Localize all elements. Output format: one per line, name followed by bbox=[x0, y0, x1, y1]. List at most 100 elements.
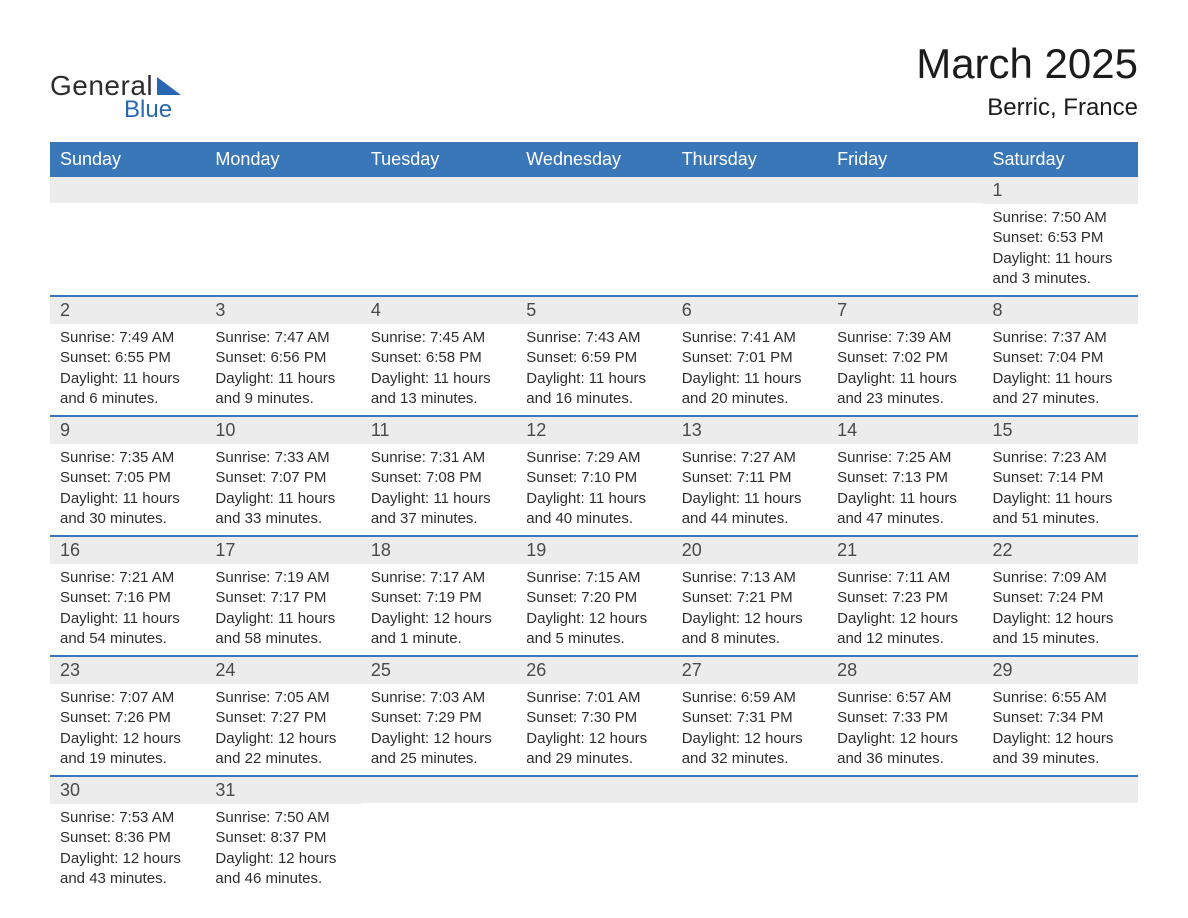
sunset-text: Sunset: 7:14 PM bbox=[993, 468, 1128, 488]
calendar-day-cell bbox=[205, 177, 360, 296]
day-details bbox=[827, 803, 982, 883]
calendar-day-cell: 11Sunrise: 7:31 AMSunset: 7:08 PMDayligh… bbox=[361, 416, 516, 536]
calendar-day-cell bbox=[361, 776, 516, 895]
calendar-day-cell: 1Sunrise: 7:50 AMSunset: 6:53 PMDaylight… bbox=[983, 177, 1138, 296]
day-details: Sunrise: 7:05 AMSunset: 7:27 PMDaylight:… bbox=[205, 684, 360, 775]
calendar-day-cell bbox=[672, 177, 827, 296]
sunrise-text: Sunrise: 7:17 AM bbox=[371, 568, 506, 588]
daylight-text: Daylight: 12 hours and 29 minutes. bbox=[526, 729, 661, 770]
calendar-week-row: 23Sunrise: 7:07 AMSunset: 7:26 PMDayligh… bbox=[50, 656, 1138, 776]
day-details: Sunrise: 7:13 AMSunset: 7:21 PMDaylight:… bbox=[672, 564, 827, 655]
calendar-day-cell: 20Sunrise: 7:13 AMSunset: 7:21 PMDayligh… bbox=[672, 536, 827, 656]
calendar-day-cell: 23Sunrise: 7:07 AMSunset: 7:26 PMDayligh… bbox=[50, 656, 205, 776]
sunset-text: Sunset: 7:31 PM bbox=[682, 708, 817, 728]
day-number bbox=[361, 777, 516, 803]
sunrise-text: Sunrise: 7:01 AM bbox=[526, 688, 661, 708]
sunrise-text: Sunrise: 7:49 AM bbox=[60, 328, 195, 348]
calendar-day-cell bbox=[361, 177, 516, 296]
day-details bbox=[672, 203, 827, 283]
day-details: Sunrise: 7:50 AMSunset: 8:37 PMDaylight:… bbox=[205, 804, 360, 895]
sunrise-text: Sunrise: 7:23 AM bbox=[993, 448, 1128, 468]
calendar-week-row: 16Sunrise: 7:21 AMSunset: 7:16 PMDayligh… bbox=[50, 536, 1138, 656]
day-number: 3 bbox=[205, 297, 360, 324]
day-number: 29 bbox=[983, 657, 1138, 684]
sunrise-text: Sunrise: 7:07 AM bbox=[60, 688, 195, 708]
day-number: 26 bbox=[516, 657, 671, 684]
sunrise-text: Sunrise: 7:35 AM bbox=[60, 448, 195, 468]
day-number: 25 bbox=[361, 657, 516, 684]
day-number: 5 bbox=[516, 297, 671, 324]
day-number: 20 bbox=[672, 537, 827, 564]
daylight-text: Daylight: 12 hours and 15 minutes. bbox=[993, 609, 1128, 650]
daylight-text: Daylight: 11 hours and 23 minutes. bbox=[837, 369, 972, 410]
calendar-day-cell bbox=[827, 177, 982, 296]
day-details: Sunrise: 7:31 AMSunset: 7:08 PMDaylight:… bbox=[361, 444, 516, 535]
sunset-text: Sunset: 7:29 PM bbox=[371, 708, 506, 728]
day-details bbox=[361, 803, 516, 883]
day-details: Sunrise: 7:41 AMSunset: 7:01 PMDaylight:… bbox=[672, 324, 827, 415]
calendar-day-cell: 2Sunrise: 7:49 AMSunset: 6:55 PMDaylight… bbox=[50, 296, 205, 416]
sunset-text: Sunset: 6:55 PM bbox=[60, 348, 195, 368]
sunrise-text: Sunrise: 7:11 AM bbox=[837, 568, 972, 588]
daylight-text: Daylight: 11 hours and 51 minutes. bbox=[993, 489, 1128, 530]
day-details bbox=[672, 803, 827, 883]
sunset-text: Sunset: 6:53 PM bbox=[993, 228, 1128, 248]
calendar-day-cell bbox=[983, 776, 1138, 895]
day-number: 11 bbox=[361, 417, 516, 444]
calendar-day-cell: 27Sunrise: 6:59 AMSunset: 7:31 PMDayligh… bbox=[672, 656, 827, 776]
sunset-text: Sunset: 8:37 PM bbox=[215, 828, 350, 848]
daylight-text: Daylight: 12 hours and 46 minutes. bbox=[215, 849, 350, 890]
daylight-text: Daylight: 12 hours and 8 minutes. bbox=[682, 609, 817, 650]
sunrise-text: Sunrise: 7:19 AM bbox=[215, 568, 350, 588]
day-details: Sunrise: 7:19 AMSunset: 7:17 PMDaylight:… bbox=[205, 564, 360, 655]
calendar-day-cell: 18Sunrise: 7:17 AMSunset: 7:19 PMDayligh… bbox=[361, 536, 516, 656]
day-number: 31 bbox=[205, 777, 360, 804]
calendar-week-row: 2Sunrise: 7:49 AMSunset: 6:55 PMDaylight… bbox=[50, 296, 1138, 416]
calendar-day-cell: 8Sunrise: 7:37 AMSunset: 7:04 PMDaylight… bbox=[983, 296, 1138, 416]
location-label: Berric, France bbox=[916, 94, 1138, 122]
day-details: Sunrise: 7:50 AMSunset: 6:53 PMDaylight:… bbox=[983, 204, 1138, 295]
day-number bbox=[672, 777, 827, 803]
daylight-text: Daylight: 12 hours and 39 minutes. bbox=[993, 729, 1128, 770]
day-number bbox=[827, 177, 982, 203]
day-details: Sunrise: 7:07 AMSunset: 7:26 PMDaylight:… bbox=[50, 684, 205, 775]
daylight-text: Daylight: 11 hours and 20 minutes. bbox=[682, 369, 817, 410]
day-number bbox=[50, 177, 205, 203]
sunset-text: Sunset: 7:19 PM bbox=[371, 588, 506, 608]
sunrise-text: Sunrise: 7:53 AM bbox=[60, 808, 195, 828]
calendar-week-row: 9Sunrise: 7:35 AMSunset: 7:05 PMDaylight… bbox=[50, 416, 1138, 536]
day-details: Sunrise: 6:55 AMSunset: 7:34 PMDaylight:… bbox=[983, 684, 1138, 775]
sunset-text: Sunset: 7:24 PM bbox=[993, 588, 1128, 608]
title-block: March 2025 Berric, France bbox=[916, 40, 1138, 122]
day-number: 21 bbox=[827, 537, 982, 564]
day-details: Sunrise: 7:37 AMSunset: 7:04 PMDaylight:… bbox=[983, 324, 1138, 415]
day-number: 9 bbox=[50, 417, 205, 444]
daylight-text: Daylight: 11 hours and 30 minutes. bbox=[60, 489, 195, 530]
calendar-day-cell bbox=[50, 177, 205, 296]
sunrise-text: Sunrise: 7:47 AM bbox=[215, 328, 350, 348]
day-number bbox=[516, 177, 671, 203]
calendar-day-cell: 22Sunrise: 7:09 AMSunset: 7:24 PMDayligh… bbox=[983, 536, 1138, 656]
weekday-header: Thursday bbox=[672, 142, 827, 177]
daylight-text: Daylight: 12 hours and 12 minutes. bbox=[837, 609, 972, 650]
sunset-text: Sunset: 6:56 PM bbox=[215, 348, 350, 368]
day-details: Sunrise: 6:57 AMSunset: 7:33 PMDaylight:… bbox=[827, 684, 982, 775]
sunrise-text: Sunrise: 7:50 AM bbox=[993, 208, 1128, 228]
sunrise-text: Sunrise: 7:09 AM bbox=[993, 568, 1128, 588]
sunset-text: Sunset: 7:27 PM bbox=[215, 708, 350, 728]
daylight-text: Daylight: 11 hours and 13 minutes. bbox=[371, 369, 506, 410]
day-details bbox=[827, 203, 982, 283]
sunset-text: Sunset: 7:30 PM bbox=[526, 708, 661, 728]
sunset-text: Sunset: 7:10 PM bbox=[526, 468, 661, 488]
calendar-day-cell: 3Sunrise: 7:47 AMSunset: 6:56 PMDaylight… bbox=[205, 296, 360, 416]
calendar-day-cell: 4Sunrise: 7:45 AMSunset: 6:58 PMDaylight… bbox=[361, 296, 516, 416]
sunrise-text: Sunrise: 7:13 AM bbox=[682, 568, 817, 588]
daylight-text: Daylight: 11 hours and 47 minutes. bbox=[837, 489, 972, 530]
sunrise-text: Sunrise: 7:05 AM bbox=[215, 688, 350, 708]
day-number: 4 bbox=[361, 297, 516, 324]
daylight-text: Daylight: 11 hours and 58 minutes. bbox=[215, 609, 350, 650]
day-details: Sunrise: 7:29 AMSunset: 7:10 PMDaylight:… bbox=[516, 444, 671, 535]
weekday-header: Friday bbox=[827, 142, 982, 177]
day-number: 6 bbox=[672, 297, 827, 324]
calendar-day-cell: 17Sunrise: 7:19 AMSunset: 7:17 PMDayligh… bbox=[205, 536, 360, 656]
